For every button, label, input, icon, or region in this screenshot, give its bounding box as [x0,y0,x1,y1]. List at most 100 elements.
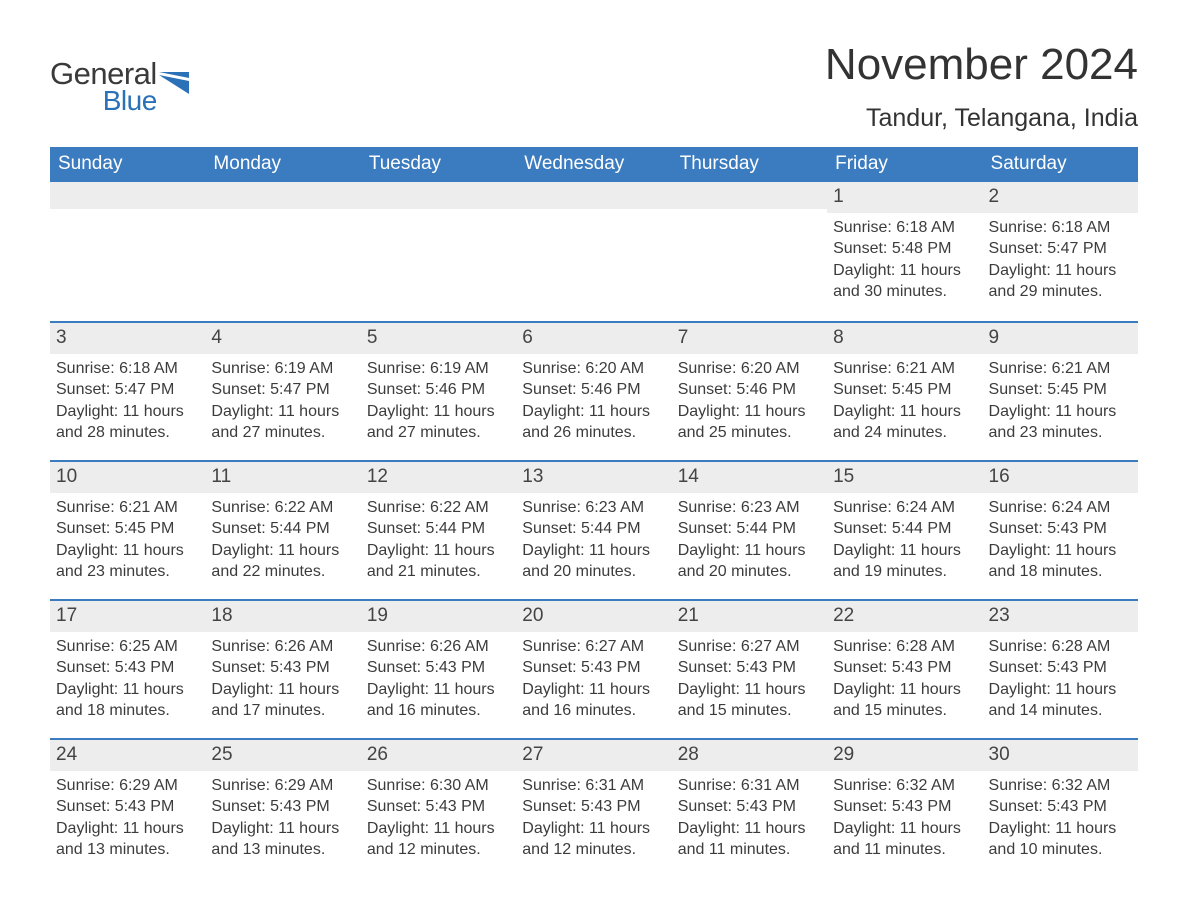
day-body: Sunrise: 6:25 AMSunset: 5:43 PMDaylight:… [50,632,205,728]
day-body: Sunrise: 6:31 AMSunset: 5:43 PMDaylight:… [516,771,671,867]
day-cell [50,182,205,321]
daylight-line: Daylight: 11 hours and 22 minutes. [211,540,354,583]
sunrise-line: Sunrise: 6:22 AM [367,497,510,519]
sunrise-line: Sunrise: 6:20 AM [522,358,665,380]
empty-day-bar [50,182,205,209]
sunrise-line: Sunrise: 6:29 AM [211,775,354,797]
sunset-line: Sunset: 5:44 PM [211,518,354,540]
weekday-header: Wednesday [516,147,671,182]
weekday-header: Tuesday [361,147,516,182]
day-cell: 24Sunrise: 6:29 AMSunset: 5:43 PMDayligh… [50,740,205,877]
day-body: Sunrise: 6:26 AMSunset: 5:43 PMDaylight:… [361,632,516,728]
sunset-line: Sunset: 5:43 PM [367,657,510,679]
day-cell: 19Sunrise: 6:26 AMSunset: 5:43 PMDayligh… [361,601,516,738]
day-body: Sunrise: 6:22 AMSunset: 5:44 PMDaylight:… [361,493,516,589]
flag-icon [159,72,193,103]
sunrise-line: Sunrise: 6:24 AM [989,497,1132,519]
day-cell: 29Sunrise: 6:32 AMSunset: 5:43 PMDayligh… [827,740,982,877]
sunset-line: Sunset: 5:46 PM [367,379,510,401]
sunrise-line: Sunrise: 6:28 AM [833,636,976,658]
sunrise-line: Sunrise: 6:27 AM [522,636,665,658]
day-body: Sunrise: 6:18 AMSunset: 5:47 PMDaylight:… [50,354,205,450]
day-number: 8 [827,323,982,354]
day-number: 18 [205,601,360,632]
day-body: Sunrise: 6:23 AMSunset: 5:44 PMDaylight:… [516,493,671,589]
day-number: 11 [205,462,360,493]
day-body: Sunrise: 6:27 AMSunset: 5:43 PMDaylight:… [516,632,671,728]
day-body: Sunrise: 6:27 AMSunset: 5:43 PMDaylight:… [672,632,827,728]
daylight-line: Daylight: 11 hours and 12 minutes. [367,818,510,861]
day-cell: 17Sunrise: 6:25 AMSunset: 5:43 PMDayligh… [50,601,205,738]
sunset-line: Sunset: 5:47 PM [989,238,1132,260]
week-row: 3Sunrise: 6:18 AMSunset: 5:47 PMDaylight… [50,321,1138,460]
day-cell: 6Sunrise: 6:20 AMSunset: 5:46 PMDaylight… [516,323,671,460]
day-cell [205,182,360,321]
day-number: 24 [50,740,205,771]
month-title: November 2024 [825,40,1138,90]
sunset-line: Sunset: 5:43 PM [833,796,976,818]
sunset-line: Sunset: 5:43 PM [367,796,510,818]
day-body: Sunrise: 6:19 AMSunset: 5:47 PMDaylight:… [205,354,360,450]
day-body: Sunrise: 6:29 AMSunset: 5:43 PMDaylight:… [50,771,205,867]
daylight-line: Daylight: 11 hours and 13 minutes. [211,818,354,861]
sunset-line: Sunset: 5:46 PM [678,379,821,401]
sunset-line: Sunset: 5:43 PM [678,796,821,818]
day-cell: 5Sunrise: 6:19 AMSunset: 5:46 PMDaylight… [361,323,516,460]
daylight-line: Daylight: 11 hours and 12 minutes. [522,818,665,861]
day-body: Sunrise: 6:18 AMSunset: 5:47 PMDaylight:… [983,213,1138,309]
daylight-line: Daylight: 11 hours and 29 minutes. [989,260,1132,303]
day-number: 16 [983,462,1138,493]
day-cell: 7Sunrise: 6:20 AMSunset: 5:46 PMDaylight… [672,323,827,460]
day-number: 5 [361,323,516,354]
day-cell: 26Sunrise: 6:30 AMSunset: 5:43 PMDayligh… [361,740,516,877]
day-cell: 4Sunrise: 6:19 AMSunset: 5:47 PMDaylight… [205,323,360,460]
sunset-line: Sunset: 5:43 PM [989,518,1132,540]
sunrise-line: Sunrise: 6:21 AM [56,497,199,519]
day-cell: 18Sunrise: 6:26 AMSunset: 5:43 PMDayligh… [205,601,360,738]
sunset-line: Sunset: 5:47 PM [56,379,199,401]
daylight-line: Daylight: 11 hours and 18 minutes. [989,540,1132,583]
daylight-line: Daylight: 11 hours and 11 minutes. [678,818,821,861]
empty-day-bar [516,182,671,209]
day-body: Sunrise: 6:21 AMSunset: 5:45 PMDaylight:… [983,354,1138,450]
sunrise-line: Sunrise: 6:23 AM [678,497,821,519]
sunset-line: Sunset: 5:44 PM [367,518,510,540]
sunrise-line: Sunrise: 6:20 AM [678,358,821,380]
sunrise-line: Sunrise: 6:21 AM [833,358,976,380]
day-number: 9 [983,323,1138,354]
sunset-line: Sunset: 5:43 PM [522,657,665,679]
day-number: 19 [361,601,516,632]
day-number: 13 [516,462,671,493]
day-body: Sunrise: 6:29 AMSunset: 5:43 PMDaylight:… [205,771,360,867]
day-number: 22 [827,601,982,632]
day-cell: 9Sunrise: 6:21 AMSunset: 5:45 PMDaylight… [983,323,1138,460]
daylight-line: Daylight: 11 hours and 15 minutes. [678,679,821,722]
day-number: 10 [50,462,205,493]
day-body: Sunrise: 6:18 AMSunset: 5:48 PMDaylight:… [827,213,982,309]
daylight-line: Daylight: 11 hours and 20 minutes. [522,540,665,583]
sunrise-line: Sunrise: 6:19 AM [367,358,510,380]
day-cell: 22Sunrise: 6:28 AMSunset: 5:43 PMDayligh… [827,601,982,738]
day-body: Sunrise: 6:24 AMSunset: 5:44 PMDaylight:… [827,493,982,589]
sunrise-line: Sunrise: 6:25 AM [56,636,199,658]
day-cell [516,182,671,321]
daylight-line: Daylight: 11 hours and 18 minutes. [56,679,199,722]
week-row: 10 Sunrise: 6:21 AMSunset: 5:45 PM Dayligh… [50,460,1138,599]
day-body: Sunrise: 6:32 AMSunset: 5:43 PMDaylight:… [983,771,1138,867]
day-cell [672,182,827,321]
day-body: Sunrise: 6:28 AMSunset: 5:43 PMDaylight:… [827,632,982,728]
sunset-line: Sunset: 5:45 PM [989,379,1132,401]
daylight-line: Daylight: 11 hours and 21 minutes. [367,540,510,583]
day-number: 14 [672,462,827,493]
day-cell: 2Sunrise: 6:18 AMSunset: 5:47 PMDaylight… [983,182,1138,321]
day-number: 27 [516,740,671,771]
sunrise-line: Sunrise: 6:18 AM [833,217,976,239]
sunset-line: Sunset: 5:48 PM [833,238,976,260]
empty-day-bar [361,182,516,209]
daylight-line: Daylight: 11 hours and 30 minutes. [833,260,976,303]
weeks-container: 1Sunrise: 6:18 AMSunset: 5:48 PMDaylight… [50,182,1138,877]
day-cell: 30Sunrise: 6:32 AMSunset: 5:43 PMDayligh… [983,740,1138,877]
day-body: Sunrise: 6:30 AMSunset: 5:43 PMDaylight:… [361,771,516,867]
sunset-line: Sunset: 5:44 PM [522,518,665,540]
sunset-line: Sunset: 5:45 PM [56,518,199,540]
